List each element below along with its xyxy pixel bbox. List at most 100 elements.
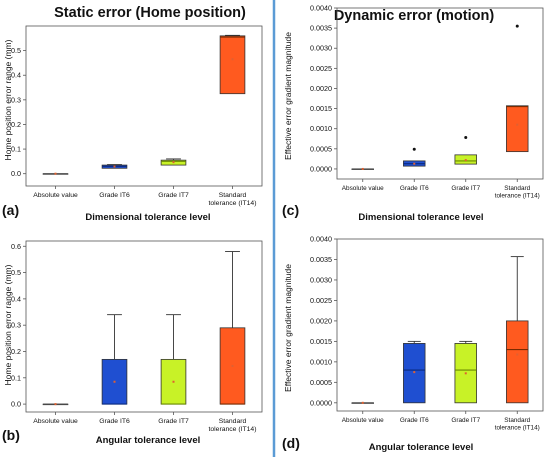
y-tick-label: 0.0 [11,400,21,409]
y-tick-label: 0.0020 [310,84,332,93]
panel-c-plot-frame [336,7,544,180]
y-tick-label: 0.0035 [310,24,332,33]
panel-d-y-ticks: 0.0000 0.0005 0.0010 0.0015 0.0020 0.0025 0.00… [310,235,337,407]
panel-c-y-ticks: 0.0000 0.0005 0.0010 0.0015 0.0020 0.0025 0.00… [310,4,337,173]
mean-marker [413,371,416,374]
panel-d-label: (d) [282,435,300,451]
panel-b: Home position error range (mm) (b) Angul… [2,240,263,446]
x-tick-label: Standard tolerance (IT14) [209,192,257,207]
y-tick-label: 0.5 [11,46,21,55]
mean-marker [361,167,364,170]
panel-c-label: (c) [282,202,299,218]
x-tick-label: Grade IT7 [158,192,189,199]
mean-marker [413,162,416,165]
y-tick-label: 0.0005 [310,378,332,387]
x-tick-label: Grade IT6 [99,418,130,425]
panel-c: Dynamic error (motion) Effective error g… [282,4,544,223]
y-tick-label: 0.6 [11,242,21,251]
mean-marker [464,372,467,375]
y-tick-label: 0.4 [11,71,21,80]
y-tick-label: 0.5 [11,268,21,277]
x-tick-label: Absolute value [33,418,78,425]
y-tick-label: 0.0015 [310,104,332,113]
y-tick-label: 0.2 [11,120,21,129]
y-tick-label: 0.1 [11,145,21,154]
box-0 [42,403,69,406]
box-body [506,320,529,404]
box-0 [42,172,69,175]
y-tick-label: 0.0025 [310,296,332,305]
panel-c-x-ticks: Absolute value Grade IT6 Grade IT7 Standard… [342,179,540,199]
x-tick-label: Grade IT7 [158,418,189,425]
y-tick-label: 0.0040 [310,235,332,244]
y-tick-label: 0.0010 [310,124,332,133]
panel-b-y-ticks: 0.0 0.1 0.2 0.3 0.4 0.5 0.6 [11,242,26,409]
panel-a-ylabel: Home position error range (mm) [3,39,13,160]
mean-marker [172,380,175,383]
y-tick-label: 0.3 [11,321,21,330]
mean-marker [113,165,116,168]
y-tick-label: 0.0015 [310,337,332,346]
x-tick-label: Standard tolerance (IT14) [495,417,540,431]
panel-a-title: Static error (Home position) [54,5,246,21]
mean-marker [361,401,364,404]
panel-c-title: Dynamic error (motion) [334,8,494,24]
box-3 [219,34,246,95]
mean-marker [54,172,57,175]
mean-marker [464,159,467,162]
mean-marker [172,161,175,164]
x-tick-label: Standard tolerance (IT14) [209,418,257,433]
y-tick-label: 0.0005 [310,144,332,153]
x-tick-label: Grade IT7 [451,185,480,192]
mean-marker [231,58,234,61]
box-3 [219,251,246,405]
panel-c-xlabel: Dimensional tolerance level [358,212,483,223]
panel-d: Effective error gradient magnitude (d) A… [282,235,544,453]
x-tick-label: Standard tolerance (IT14) [495,185,540,199]
panel-a-xlabel: Dimensional tolerance level [85,212,210,223]
box-0 [351,401,374,404]
panel-b-ylabel: Home position error range (mm) [3,264,13,385]
y-tick-label: 0.1 [11,373,21,382]
box-body [506,105,529,153]
y-tick-label: 0.0 [11,169,21,178]
y-tick-label: 0.4 [11,294,21,303]
box-1 [101,164,128,169]
panel-d-x-ticks: Absolute value Grade IT6 Grade IT7 Standard… [342,411,540,431]
y-tick-label: 0.0025 [310,64,332,73]
x-tick-label: Absolute value [33,192,78,199]
mean-marker [54,403,57,406]
box-body [219,35,246,95]
box-1 [101,314,128,405]
y-tick-label: 0.0000 [310,164,332,173]
panel-b-xlabel: Angular tolerance level [96,435,201,446]
box-2 [160,314,187,405]
y-tick-label: 0.2 [11,347,21,356]
panel-c-ylabel: Effective error gradient magnitude [283,32,293,160]
x-tick-label: Grade IT7 [451,417,480,424]
mean-marker [516,353,519,356]
y-tick-label: 0.3 [11,95,21,104]
box-1 [403,160,426,167]
panel-a-plot-frame [25,25,263,187]
y-tick-label: 0.0000 [310,398,332,407]
y-tick-label: 0.0030 [310,275,332,284]
x-tick-label: Absolute value [342,185,384,192]
mean-marker [231,364,234,367]
y-tick-label: 0.0020 [310,316,332,325]
box-1 [403,340,426,404]
box-0 [351,167,374,170]
x-tick-label: Grade IT6 [99,192,130,199]
panel-d-xlabel: Angular tolerance level [369,442,474,453]
y-tick-label: 0.0030 [310,44,332,53]
panel-a-x-ticks: Absolute value Grade IT6 Grade IT7 Standard… [33,186,256,207]
panel-b-boxes [42,251,246,406]
panel-b-plot-frame [25,240,263,413]
box-3 [506,256,529,404]
mean-marker [113,380,116,383]
panel-a: Static error (Home position) Home positi… [2,5,263,223]
outlier-point [464,136,468,140]
x-tick-label: Grade IT6 [400,417,429,424]
box-body [403,343,426,404]
